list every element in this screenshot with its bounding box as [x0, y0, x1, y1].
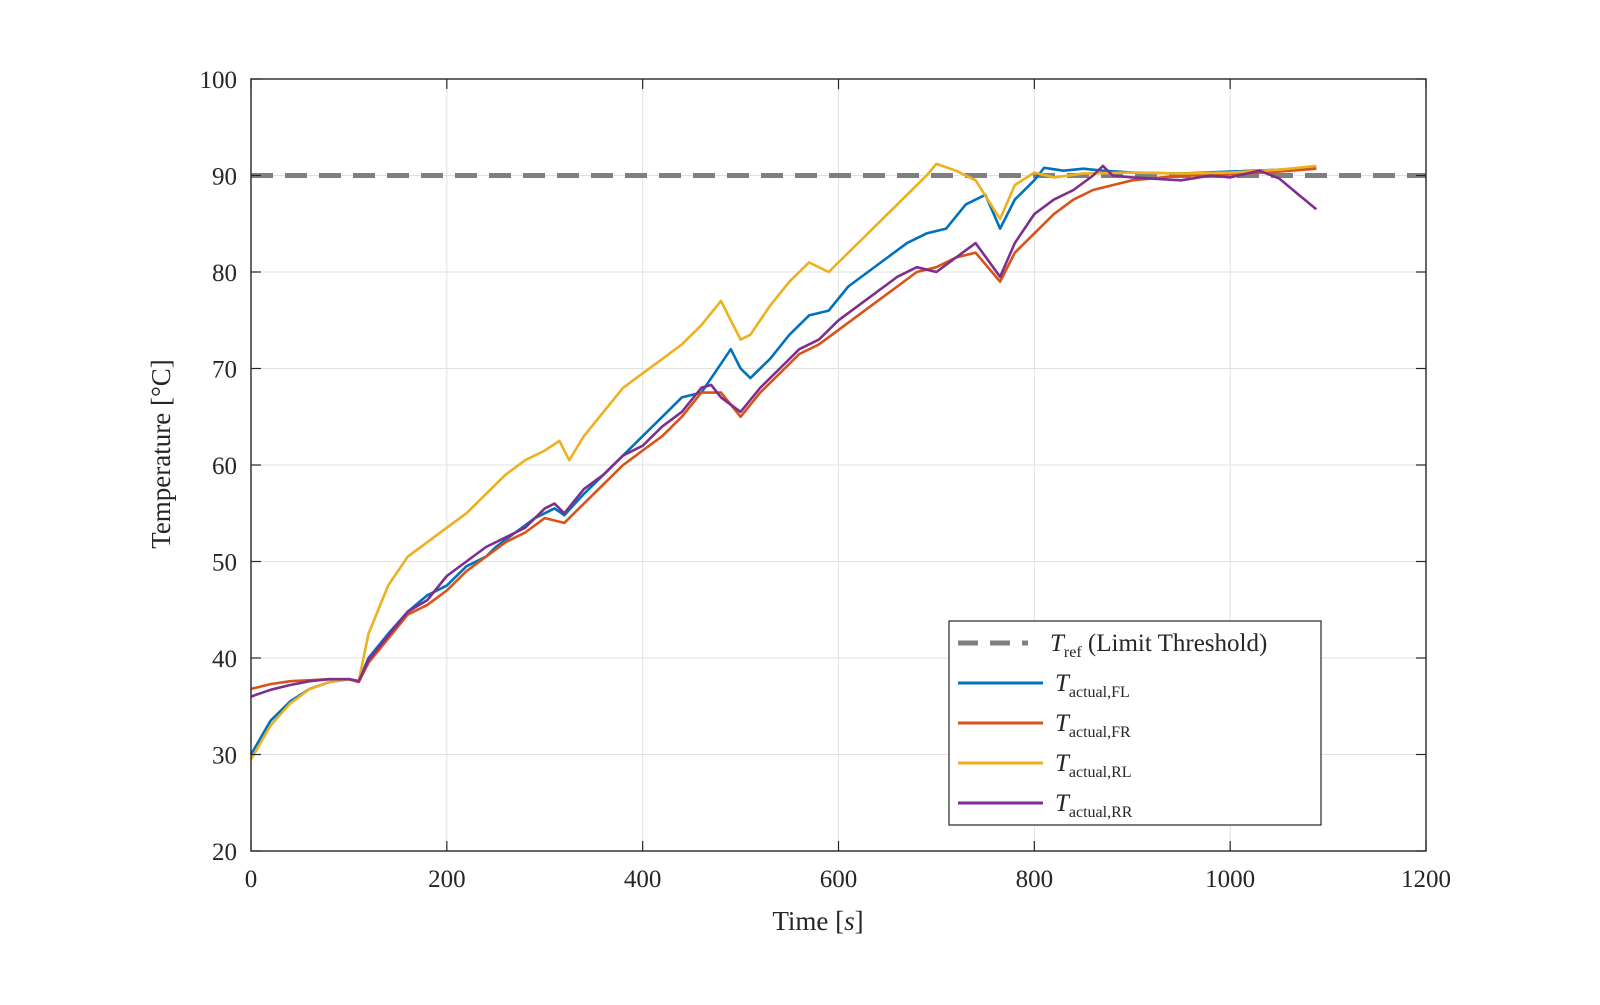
- legend-label-reference: Tref (Limit Threshold): [1050, 630, 1267, 661]
- series-line-actual-rr: [250, 164, 1318, 698]
- y-tick-label-80: 80: [212, 260, 237, 287]
- legend-label-fr: Tactual,FR: [1055, 710, 1131, 741]
- x-axis-ticks: 0 200 400 600 800 1000 1200: [245, 79, 1451, 893]
- x-tick-label-1000: 1000: [1205, 866, 1255, 893]
- y-tick-label-60: 60: [212, 453, 237, 480]
- y-tick-label-70: 70: [212, 357, 237, 384]
- x-tick-label-200: 200: [428, 866, 466, 893]
- legend-label-rl: Tactual,RL: [1055, 750, 1132, 781]
- y-axis-ticks: 20 30 40 50 60 70 80 90 100: [200, 67, 1426, 866]
- legend-label-fl: Tactual,FL: [1055, 670, 1130, 701]
- series-line-actual-rl: [249, 162, 1317, 760]
- series-layer: [249, 162, 1318, 760]
- legend-label-rr: Tactual,RR: [1055, 790, 1133, 821]
- y-tick-label-20: 20: [212, 839, 237, 866]
- x-tick-label-0: 0: [245, 866, 258, 893]
- y-tick-label-90: 90: [212, 164, 237, 191]
- y-tick-label-40: 40: [212, 646, 237, 673]
- legend: Tref (Limit Threshold) Tactual,FL Tactua…: [948, 620, 1322, 826]
- y-tick-label-100: 100: [200, 67, 238, 94]
- grid-lines: [251, 79, 1426, 851]
- y-tick-label-30: 30: [212, 743, 237, 770]
- x-tick-label-1200: 1200: [1401, 866, 1451, 893]
- x-tick-label-600: 600: [820, 866, 858, 893]
- x-tick-label-800: 800: [1016, 866, 1054, 893]
- x-tick-label-400: 400: [624, 866, 662, 893]
- x-axis-title: Time [s]: [772, 906, 863, 936]
- y-tick-label-50: 50: [212, 550, 237, 577]
- y-axis-title: Temperature [°C]: [146, 359, 176, 549]
- series-line-actual-fr: [250, 167, 1317, 691]
